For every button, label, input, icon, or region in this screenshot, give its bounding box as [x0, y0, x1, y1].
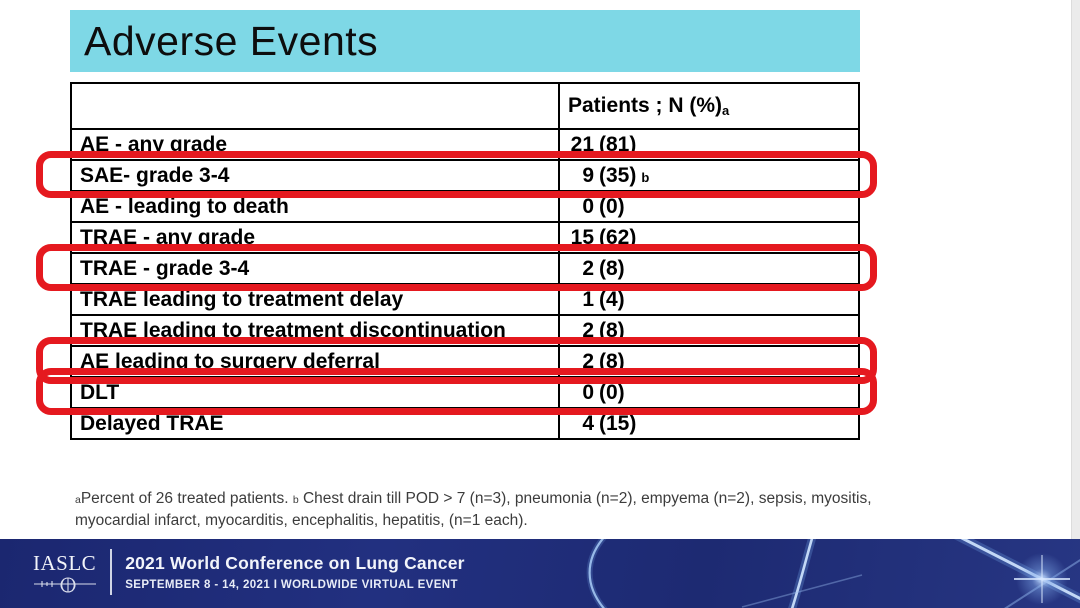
- footnote: aPercent of 26 treated patients. b Chest…: [75, 488, 913, 533]
- row-value-n: 21: [570, 132, 594, 156]
- row-value-n: 15: [570, 225, 594, 249]
- row-label: SAE- grade 3-4: [72, 161, 560, 190]
- row-value-pct: (0): [599, 194, 625, 218]
- footer-light-streaks-decoration: [586, 539, 1080, 608]
- row-label: AE - leading to death: [72, 192, 560, 221]
- row-value-n: 2: [582, 318, 594, 342]
- row-value-pct: (8): [599, 349, 625, 373]
- footnote-marker-a: a: [75, 494, 81, 506]
- right-edge-strip: [1071, 0, 1080, 539]
- table-row: Delayed TRAE 4 (15): [72, 407, 858, 438]
- row-label: TRAE leading to treatment delay: [72, 285, 560, 314]
- row-value: 15 (62): [560, 223, 858, 252]
- row-value-pct: (0): [599, 380, 625, 404]
- iaslc-globe-icon: [33, 576, 96, 593]
- row-label: AE - any grade: [72, 130, 560, 159]
- footer-banner: IASLC 2021 World Conference: [0, 539, 1080, 608]
- conference-subtitle: SEPTEMBER 8 - 14, 2021 I WORLDWIDE VIRTU…: [125, 579, 458, 591]
- table-header-patients: Patients ; N (%) a: [560, 84, 858, 128]
- table-row: AE leading to surgery deferral 2 (8): [72, 345, 858, 376]
- conference-text-block: 2021 World Conference on Lung Cancer SEP…: [125, 553, 464, 591]
- row-value: 2 (8): [560, 347, 858, 376]
- adverse-events-table-frame: Patients ; N (%) a AE - any grade 21 (81) SA…: [36, 82, 877, 440]
- table-row: TRAE leading to treatment discontinuatio…: [72, 314, 858, 345]
- row-value-n: 4: [582, 411, 594, 435]
- row-value-pct: (8): [599, 256, 625, 280]
- table-row: TRAE - any grade 15 (62): [72, 221, 858, 252]
- table-row: AE - leading to death 0 (0): [72, 190, 858, 221]
- row-value-pct: (15): [599, 411, 637, 435]
- footnote-text-b: Chest drain till POD > 7 (n=3), pneumoni…: [75, 490, 872, 530]
- table-row: SAE- grade 3-4 9 (35) b: [72, 159, 858, 190]
- row-label: Delayed TRAE: [72, 409, 560, 438]
- row-label: DLT: [72, 378, 560, 407]
- footnote-text-a: Percent of 26 treated patients.: [80, 490, 293, 507]
- table-row: TRAE - grade 3-4 2 (8): [72, 252, 858, 283]
- table-header-row: Patients ; N (%) a: [72, 84, 858, 128]
- row-label: TRAE leading to treatment discontinuatio…: [72, 316, 560, 345]
- row-value: 9 (35) b: [560, 161, 858, 190]
- row-value-n: 1: [582, 287, 594, 311]
- footer-content: IASLC 2021 World Conference: [33, 549, 465, 595]
- row-value-n: 9: [582, 163, 594, 187]
- slide-title-bar: Adverse Events: [70, 10, 860, 72]
- table-header-empty: [72, 84, 560, 128]
- row-value: 4 (15): [560, 409, 858, 438]
- row-value-pct: (81): [599, 132, 637, 156]
- row-value: 21 (81): [560, 130, 858, 159]
- table-header-footnote-marker: a: [722, 103, 730, 118]
- row-value: 0 (0): [560, 378, 858, 407]
- row-value-pct: (35): [599, 163, 637, 187]
- row-value: 1 (4): [560, 285, 858, 314]
- row-value-n: 0: [582, 194, 594, 218]
- footnote-marker-b: b: [292, 494, 299, 506]
- table-row: DLT 0 (0): [72, 376, 858, 407]
- row-value: 0 (0): [560, 192, 858, 221]
- row-value-pct: (8): [599, 318, 625, 342]
- table-row: TRAE leading to treatment delay 1 (4): [72, 283, 858, 314]
- table-row: AE - any grade 21 (81): [72, 128, 858, 159]
- table-header-patients-label: Patients ; N (%): [568, 94, 723, 117]
- row-value-n: 2: [582, 256, 594, 280]
- row-label: TRAE - any grade: [72, 223, 560, 252]
- conference-title: 2021 World Conference on Lung Cancer: [125, 553, 465, 573]
- row-value-n: 0: [582, 380, 594, 404]
- row-value-pct: (4): [599, 287, 625, 311]
- page-title: Adverse Events: [84, 17, 379, 64]
- row-footnote-marker: b: [641, 170, 650, 185]
- iaslc-logo-text: IASLC: [33, 550, 97, 575]
- row-value: 2 (8): [560, 254, 858, 283]
- row-label: AE leading to surgery deferral: [72, 347, 560, 376]
- footer-separator: [110, 549, 113, 595]
- adverse-events-table: Patients ; N (%) a AE - any grade 21 (81) SA…: [70, 82, 860, 440]
- iaslc-logo: IASLC: [33, 551, 96, 594]
- row-value-n: 2: [582, 349, 594, 373]
- row-label: TRAE - grade 3-4: [72, 254, 560, 283]
- row-value: 2 (8): [560, 316, 858, 345]
- row-value-pct: (62): [599, 225, 637, 249]
- ae-table-body: AE - any grade 21 (81) SAE- grade 3-4 9 (35) b…: [72, 128, 858, 438]
